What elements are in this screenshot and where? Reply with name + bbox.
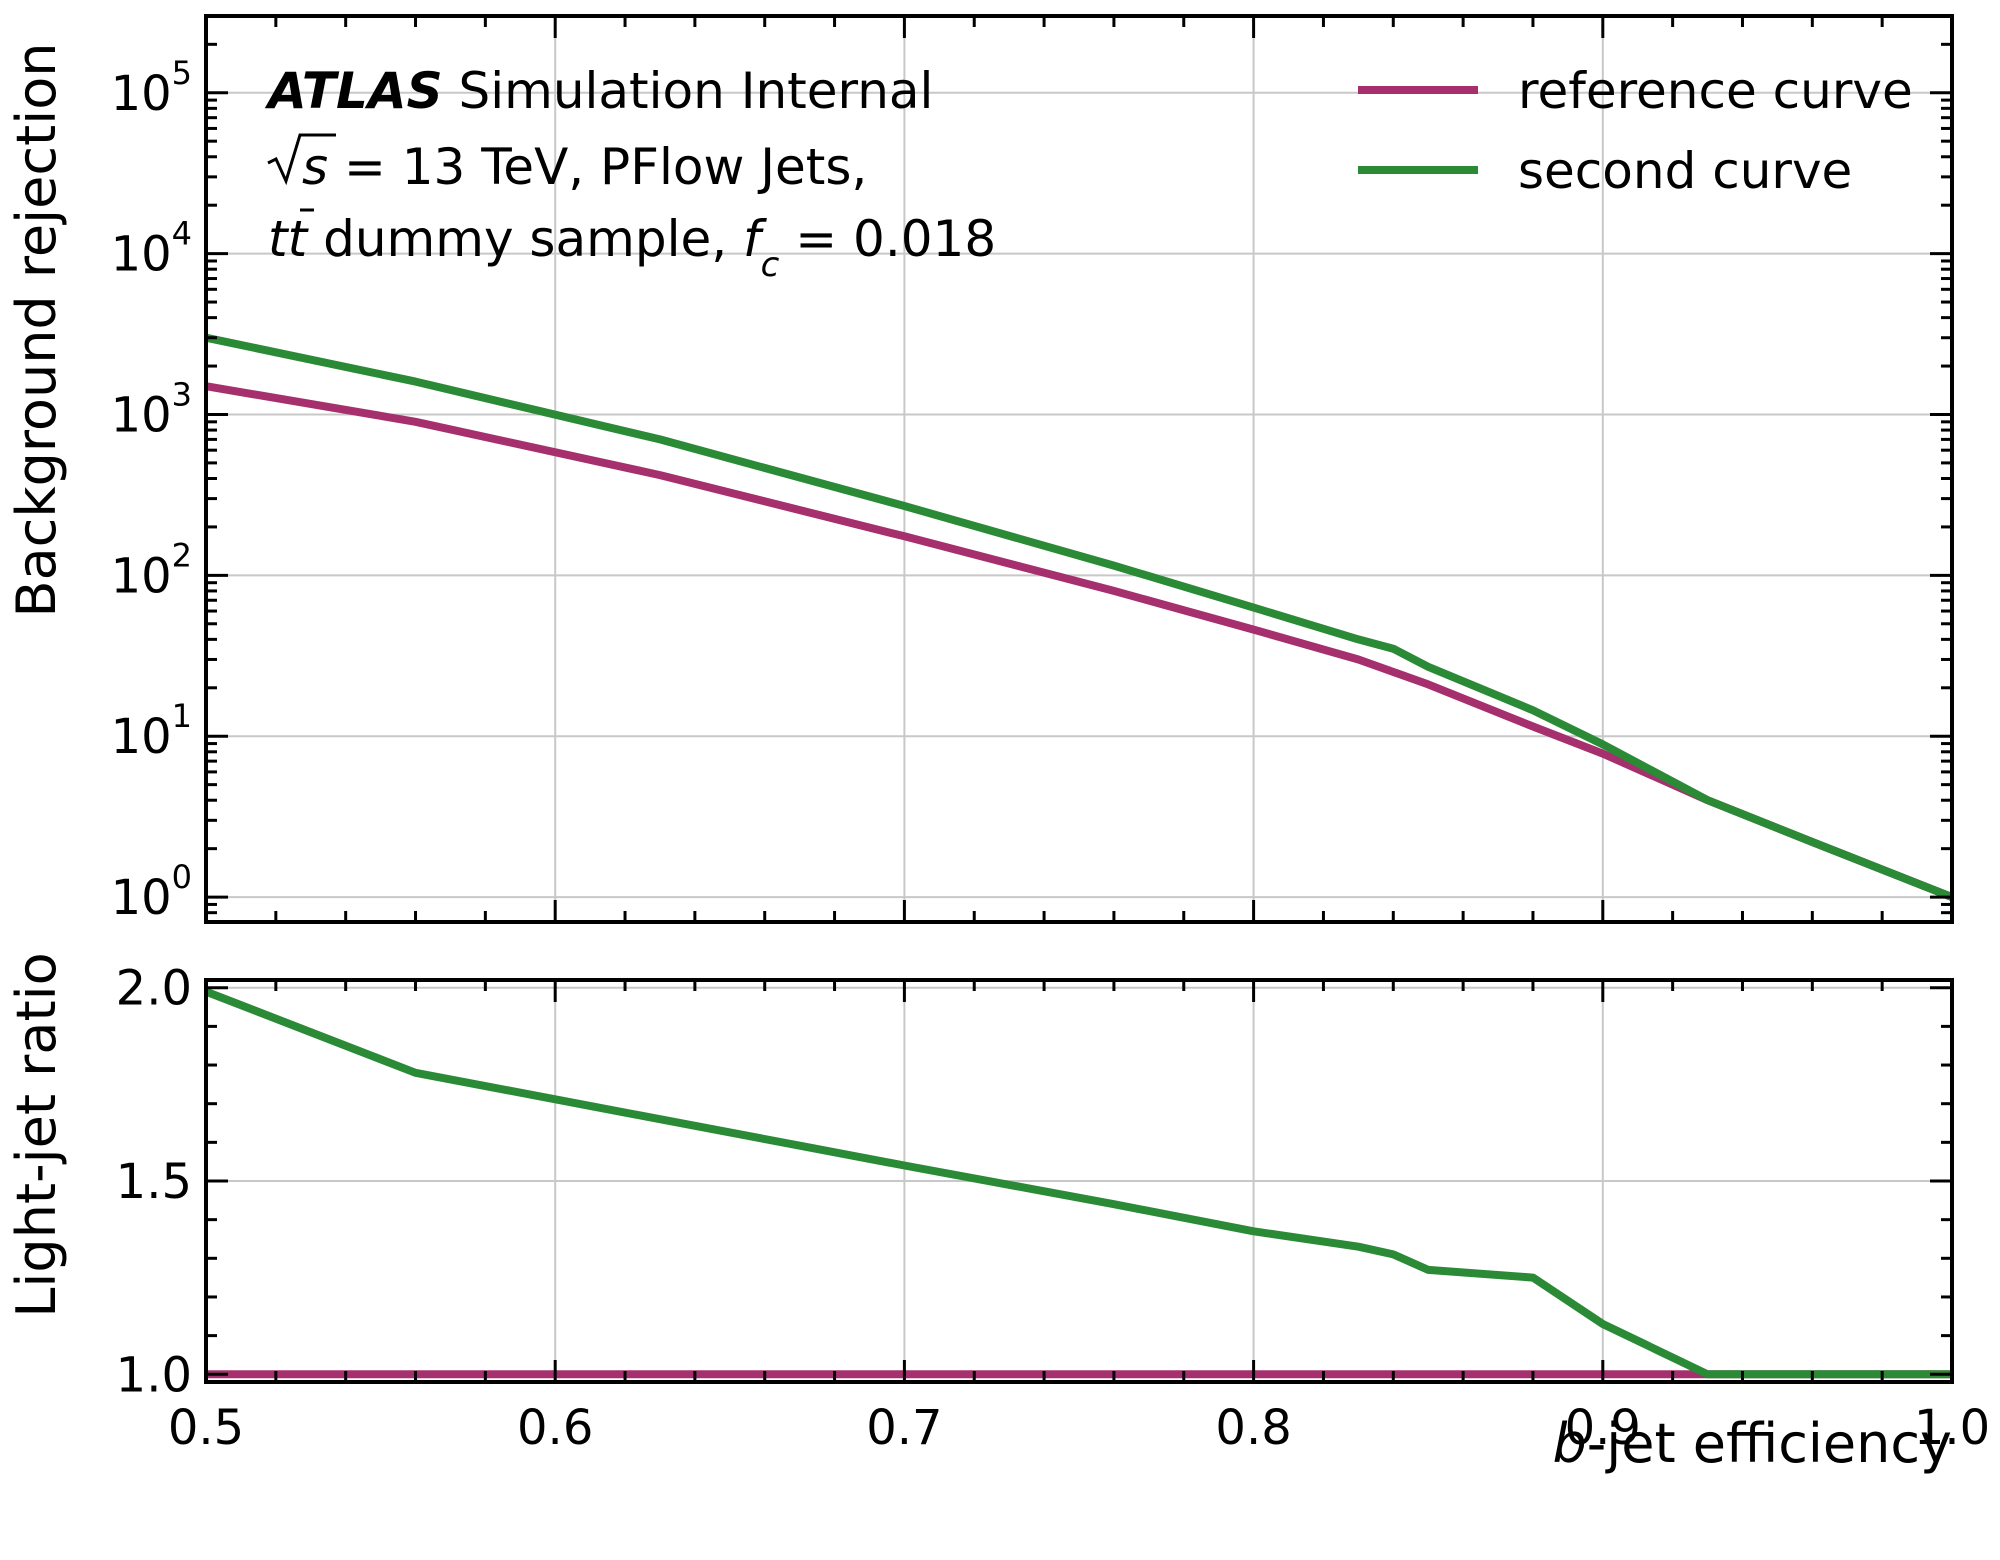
x-tick-label: 0.7	[866, 1400, 942, 1456]
top-y-tick-label: 101	[111, 697, 192, 765]
bottom-panel-series	[204, 987, 1952, 1379]
x-tick-label: 0.9	[1565, 1400, 1641, 1456]
bottom-y-axis-label: Light-jet ratio	[5, 952, 68, 1317]
top-panel-series	[205, 333, 1954, 901]
sqrt-icon	[267, 133, 336, 186]
x-tick-label: 1.0	[1914, 1400, 1990, 1456]
sample-text: dummy sample,	[307, 210, 743, 268]
x-axis-label-rest: -jet efficiency	[1587, 1412, 1952, 1475]
x-axis-label-var: b	[1552, 1412, 1586, 1475]
top-y-tick-label: 100	[111, 858, 192, 926]
top-series-second	[205, 333, 1954, 901]
energy-symbol: s	[302, 138, 328, 196]
sample-label: tt dummy sample, fc = 0.018	[268, 208, 996, 285]
energy-text: = 13 TeV, PFlow Jets,	[328, 138, 867, 196]
atlas-label: ATLAS	[264, 62, 443, 120]
sample-tt: tt	[268, 210, 310, 268]
fc-text: = 0.018	[779, 210, 996, 268]
x-axis-label: b-jet efficiency	[1552, 1412, 1952, 1475]
bottom-series-second	[204, 987, 1952, 1379]
experiment-label: ATLAS Simulation Internal	[264, 62, 933, 120]
svg-text:s = 13 TeV, PFlow Jets,: s = 13 TeV, PFlow Jets,	[302, 138, 867, 196]
x-tick-label: 0.8	[1215, 1400, 1291, 1456]
bottom-panel-frame	[204, 978, 1954, 1384]
fc-subscript: c	[761, 245, 780, 285]
energy-label: s = 13 TeV, PFlow Jets,	[267, 133, 867, 196]
x-tick-label: 0.5	[168, 1400, 244, 1456]
bottom-y-tick-label: 1.5	[116, 1154, 192, 1210]
x-tick-label: 0.6	[517, 1400, 593, 1456]
legend-label-reference: reference curve	[1518, 62, 1913, 120]
legend: reference curve second curve	[1358, 62, 1913, 200]
top-series-reference	[205, 382, 1954, 901]
bottom-y-tick-label: 2.0	[116, 961, 192, 1017]
status-label: Simulation Internal	[459, 62, 934, 120]
bottom-panel-grid	[205, 980, 1953, 1382]
top-y-tick-label: 105	[111, 54, 192, 122]
top-y-tick-label: 104	[111, 215, 192, 283]
top-y-tick-labels: 100 101 102 103 104 105	[111, 54, 192, 926]
svg-text:tt dummy sample, fc = 0.018: tt dummy sample, fc = 0.018	[268, 210, 996, 285]
bottom-y-tick-labels: 1.0 1.5 2.0	[116, 961, 192, 1404]
top-y-tick-label: 103	[111, 375, 192, 443]
x-tick-labels: 0.5 0.6 0.7 0.8 0.9 1.0	[168, 1400, 1990, 1456]
legend-label-second: second curve	[1518, 142, 1852, 200]
top-y-tick-label: 102	[111, 536, 192, 604]
top-y-axis-label: Background rejection	[5, 43, 68, 618]
bottom-y-tick-label: 1.0	[116, 1347, 192, 1403]
top-panel-frame	[204, 14, 1954, 924]
